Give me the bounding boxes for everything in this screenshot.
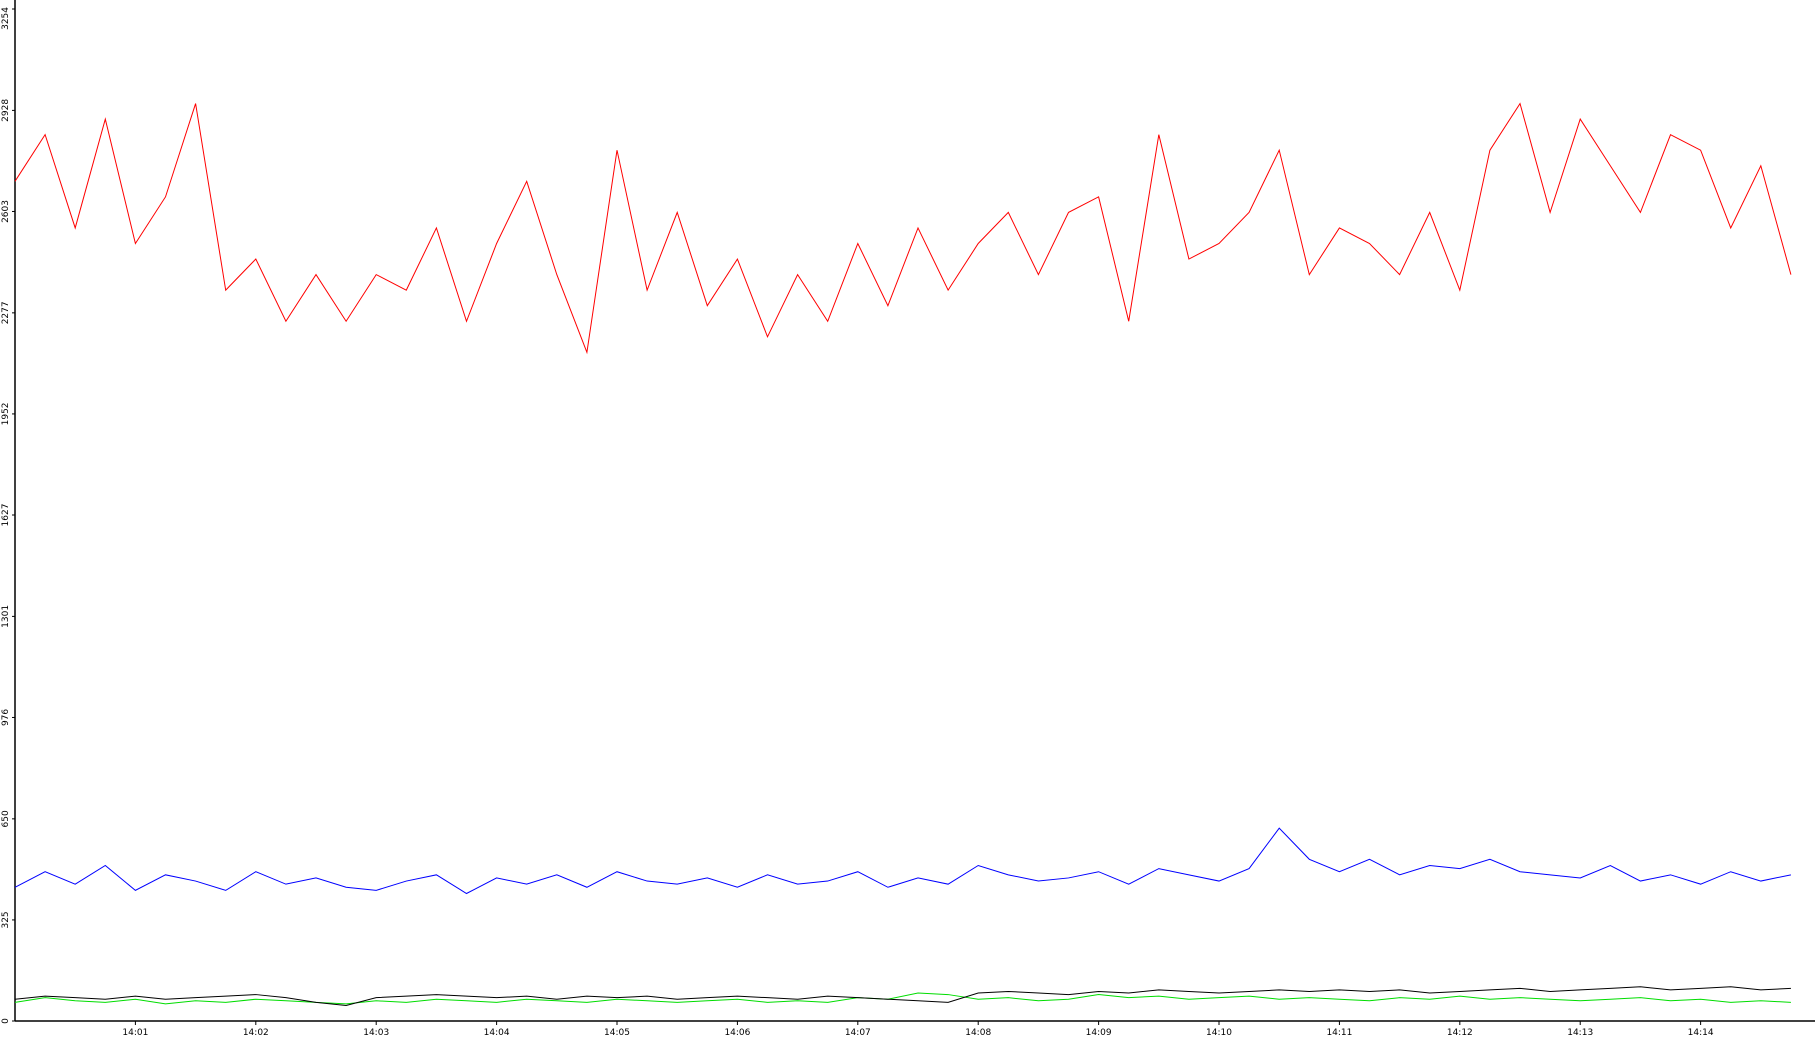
y-tick-label: 3254: [1, 7, 11, 30]
x-tick-label: 14:02: [243, 1028, 269, 1038]
x-tick-label: 14:12: [1447, 1028, 1473, 1038]
series-line: [14, 102, 1792, 355]
y-tick-label: 2277: [1, 301, 11, 324]
x-tick-label: 14:13: [1567, 1028, 1593, 1038]
series-line: [14, 986, 1791, 1006]
x-tick-label: 14:14: [1688, 1028, 1714, 1038]
x-tick-label: 14:06: [724, 1028, 750, 1038]
y-tick-label: 0: [1, 1018, 11, 1024]
y-tick-label: 1952: [1, 402, 11, 425]
x-tick-label: 14:10: [1206, 1028, 1232, 1038]
x-tick-label: 14:08: [965, 1028, 991, 1038]
x-tick-label: 14:04: [484, 1028, 510, 1038]
series-line: [14, 827, 1792, 895]
y-tick-label: 2928: [1, 99, 11, 122]
series-line: [14, 992, 1791, 1005]
y-tick-label: 2603: [1, 200, 11, 223]
y-tick-label: 1301: [1, 605, 11, 628]
y-tick-label: 650: [1, 810, 11, 827]
y-tick-label: 325: [1, 911, 11, 928]
y-tick-label: 1627: [1, 504, 11, 527]
x-tick-label: 14:03: [363, 1028, 389, 1038]
x-tick-label: 14:07: [845, 1028, 871, 1038]
y-tick-label: 976: [1, 709, 11, 726]
x-tick-label: 14:05: [604, 1028, 630, 1038]
x-tick-label: 14:11: [1326, 1028, 1352, 1038]
x-tick-label: 14:09: [1086, 1028, 1112, 1038]
x-tick-label: 14:01: [122, 1028, 148, 1038]
